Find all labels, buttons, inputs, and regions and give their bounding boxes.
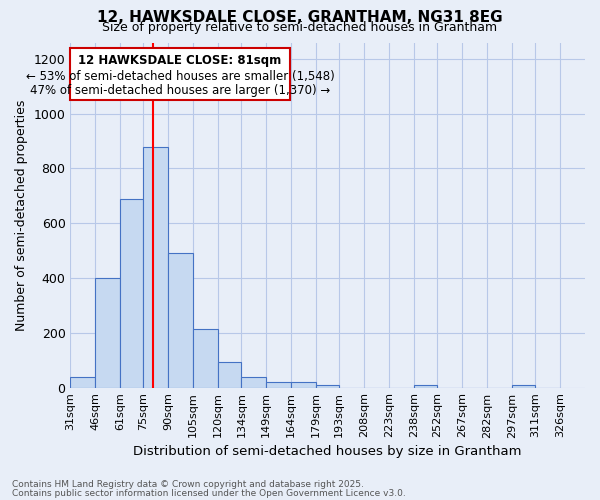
Text: ← 53% of semi-detached houses are smaller (1,548): ← 53% of semi-detached houses are smalle… <box>26 70 334 83</box>
Bar <box>512 385 535 388</box>
Bar <box>70 376 95 388</box>
Bar <box>414 385 437 388</box>
Bar <box>120 198 143 388</box>
Y-axis label: Number of semi-detached properties: Number of semi-detached properties <box>15 100 28 330</box>
Bar <box>316 385 340 388</box>
FancyBboxPatch shape <box>70 48 290 100</box>
Bar <box>241 376 266 388</box>
Bar <box>266 382 291 388</box>
Text: 12, HAWKSDALE CLOSE, GRANTHAM, NG31 8EG: 12, HAWKSDALE CLOSE, GRANTHAM, NG31 8EG <box>97 10 503 25</box>
Text: Size of property relative to semi-detached houses in Grantham: Size of property relative to semi-detach… <box>103 21 497 34</box>
Bar <box>291 382 316 388</box>
Bar <box>143 146 169 388</box>
Text: Contains HM Land Registry data © Crown copyright and database right 2025.: Contains HM Land Registry data © Crown c… <box>12 480 364 489</box>
Text: 12 HAWKSDALE CLOSE: 81sqm: 12 HAWKSDALE CLOSE: 81sqm <box>79 54 281 67</box>
Bar <box>193 328 218 388</box>
Text: Contains public sector information licensed under the Open Government Licence v3: Contains public sector information licen… <box>12 488 406 498</box>
Text: 47% of semi-detached houses are larger (1,370) →: 47% of semi-detached houses are larger (… <box>30 84 330 98</box>
Bar <box>169 254 193 388</box>
Bar <box>218 362 241 388</box>
Bar <box>95 278 120 388</box>
X-axis label: Distribution of semi-detached houses by size in Grantham: Distribution of semi-detached houses by … <box>133 444 522 458</box>
